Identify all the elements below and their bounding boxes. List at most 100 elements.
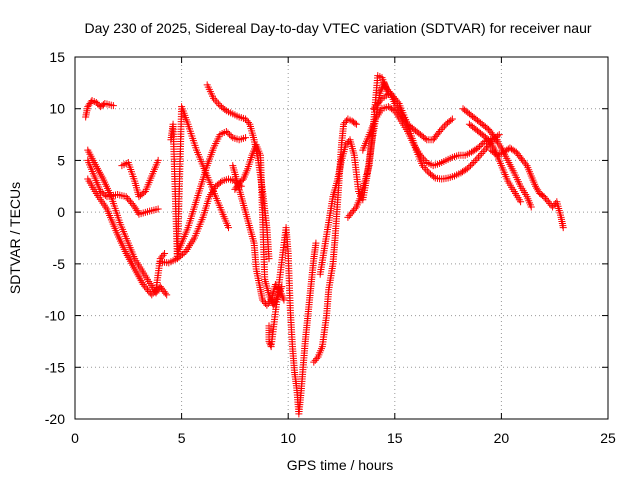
data-point bbox=[474, 153, 482, 161]
data-point bbox=[226, 131, 234, 139]
data-point bbox=[374, 100, 382, 108]
data-point bbox=[345, 212, 353, 220]
x-tick-label: 5 bbox=[178, 430, 186, 446]
data-point bbox=[478, 149, 486, 157]
chart-title: Day 230 of 2025, Sidereal Day-to-day VTE… bbox=[84, 20, 591, 36]
x-tick-label: 0 bbox=[71, 430, 79, 446]
data-point bbox=[125, 196, 133, 204]
data-point bbox=[124, 194, 132, 202]
data-marks bbox=[82, 72, 567, 418]
data-point bbox=[352, 120, 360, 128]
x-tick-label: 15 bbox=[387, 430, 403, 446]
y-tick-label: 15 bbox=[49, 49, 65, 65]
data-point bbox=[342, 141, 350, 149]
data-point bbox=[129, 201, 137, 209]
data-point bbox=[476, 151, 484, 159]
data-point bbox=[532, 182, 540, 190]
data-point bbox=[242, 115, 250, 123]
data-point bbox=[139, 281, 147, 289]
x-axis-label: GPS time / hours bbox=[287, 457, 394, 473]
data-point bbox=[483, 134, 491, 142]
data-point bbox=[466, 162, 474, 170]
y-tick-label: 10 bbox=[49, 101, 65, 117]
data-point bbox=[140, 189, 148, 197]
data-point bbox=[211, 96, 219, 104]
data-point bbox=[351, 205, 359, 213]
data-point bbox=[470, 158, 478, 166]
data-point bbox=[369, 105, 377, 113]
series-track-8 bbox=[173, 127, 250, 258]
data-point bbox=[375, 98, 383, 106]
series-track-12 bbox=[265, 224, 320, 418]
data-point bbox=[550, 201, 558, 209]
data-point bbox=[151, 287, 159, 295]
data-point bbox=[131, 203, 139, 211]
data-point bbox=[544, 198, 552, 206]
data-point bbox=[392, 96, 400, 104]
data-point bbox=[351, 119, 359, 127]
data-point bbox=[465, 163, 473, 171]
data-point bbox=[534, 186, 542, 194]
data-point bbox=[481, 146, 489, 154]
data-point bbox=[437, 126, 445, 134]
series-track-4 bbox=[84, 156, 162, 218]
series-track-2 bbox=[84, 146, 171, 299]
data-point bbox=[490, 132, 498, 140]
data-point bbox=[222, 127, 230, 135]
data-point bbox=[543, 196, 551, 204]
y-tick-label: -15 bbox=[45, 359, 65, 375]
data-point bbox=[159, 251, 167, 259]
data-point bbox=[109, 102, 117, 110]
data-point bbox=[214, 100, 222, 108]
data-point bbox=[391, 94, 399, 102]
series-track-11 bbox=[231, 141, 286, 309]
data-point bbox=[382, 84, 390, 92]
data-point bbox=[224, 129, 232, 137]
data-point bbox=[394, 98, 402, 106]
series-track-5 bbox=[118, 156, 162, 201]
data-point bbox=[133, 207, 141, 215]
data-point bbox=[149, 289, 157, 297]
data-point bbox=[389, 93, 397, 101]
data-point bbox=[436, 127, 444, 135]
data-point bbox=[242, 134, 250, 142]
data-point bbox=[479, 148, 487, 156]
data-point bbox=[430, 173, 438, 181]
data-point bbox=[180, 249, 188, 257]
data-point bbox=[389, 106, 397, 114]
data-point bbox=[419, 162, 427, 170]
data-point bbox=[217, 178, 225, 186]
data-point bbox=[126, 198, 134, 206]
plot-frame bbox=[74, 56, 609, 420]
data-point bbox=[280, 296, 288, 304]
data-point bbox=[420, 163, 428, 171]
data-point bbox=[463, 165, 471, 173]
data-point bbox=[311, 356, 319, 364]
data-point bbox=[175, 253, 183, 261]
y-tick-label: 5 bbox=[57, 152, 65, 168]
data-point bbox=[310, 358, 318, 366]
data-point bbox=[371, 103, 379, 111]
data-point bbox=[122, 193, 130, 201]
data-point bbox=[348, 208, 356, 216]
data-point bbox=[483, 124, 491, 132]
data-point bbox=[161, 250, 169, 258]
data-point bbox=[221, 105, 229, 113]
data-point bbox=[422, 165, 430, 173]
data-point bbox=[87, 98, 95, 106]
data-point bbox=[148, 291, 156, 299]
data-point bbox=[527, 203, 535, 211]
data-point bbox=[263, 301, 271, 309]
data-point bbox=[244, 119, 252, 127]
y-tick-label: 0 bbox=[57, 204, 65, 220]
data-point bbox=[142, 284, 150, 292]
data-point bbox=[388, 91, 396, 99]
data-point bbox=[519, 156, 527, 164]
data-point bbox=[265, 255, 273, 263]
data-point bbox=[154, 156, 162, 164]
data-point bbox=[384, 86, 392, 94]
data-point bbox=[447, 116, 455, 124]
data-point bbox=[210, 94, 218, 102]
x-tick-labels: 0 5 10 15 20 25 bbox=[71, 430, 616, 446]
data-point bbox=[141, 282, 149, 290]
